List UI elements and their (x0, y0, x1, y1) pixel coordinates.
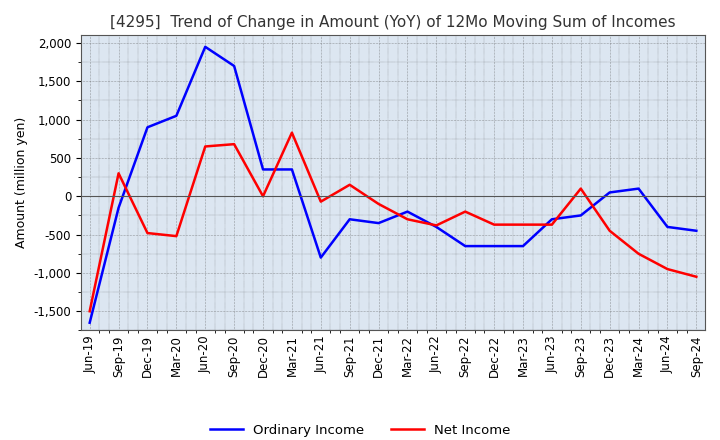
Net Income (461, 209, 469, 214)
Ordinary Income (432, 224, 441, 230)
Net Income (346, 182, 354, 187)
Ordinary Income (230, 63, 238, 69)
Net Income (287, 130, 296, 136)
Line: Net Income: Net Income (90, 133, 696, 311)
Ordinary Income (490, 243, 498, 249)
Net Income (606, 228, 614, 233)
Ordinary Income (287, 167, 296, 172)
Net Income (114, 171, 123, 176)
Net Income (692, 274, 701, 279)
Net Income (403, 216, 412, 222)
Ordinary Income (374, 220, 383, 226)
Ordinary Income (518, 243, 527, 249)
Legend: Ordinary Income, Net Income: Ordinary Income, Net Income (204, 418, 516, 440)
Net Income (548, 222, 557, 227)
Line: Ordinary Income: Ordinary Income (90, 47, 696, 323)
Ordinary Income (143, 125, 152, 130)
Title: [4295]  Trend of Change in Amount (YoY) of 12Mo Moving Sum of Incomes: [4295] Trend of Change in Amount (YoY) o… (110, 15, 676, 30)
Ordinary Income (577, 213, 585, 218)
Net Income (634, 251, 643, 257)
Net Income (143, 231, 152, 236)
Ordinary Income (172, 113, 181, 118)
Ordinary Income (201, 44, 210, 49)
Ordinary Income (548, 216, 557, 222)
Ordinary Income (634, 186, 643, 191)
Ordinary Income (346, 216, 354, 222)
Ordinary Income (317, 255, 325, 260)
Net Income (663, 267, 672, 272)
Ordinary Income (663, 224, 672, 230)
Net Income (86, 308, 94, 314)
Ordinary Income (86, 320, 94, 325)
Net Income (577, 186, 585, 191)
Net Income (317, 199, 325, 204)
Ordinary Income (114, 205, 123, 210)
Net Income (172, 234, 181, 239)
Ordinary Income (258, 167, 267, 172)
Net Income (432, 223, 441, 228)
Y-axis label: Amount (million yen): Amount (million yen) (15, 117, 28, 249)
Net Income (374, 202, 383, 207)
Net Income (258, 194, 267, 199)
Net Income (201, 144, 210, 149)
Net Income (518, 222, 527, 227)
Ordinary Income (461, 243, 469, 249)
Net Income (490, 222, 498, 227)
Ordinary Income (403, 209, 412, 214)
Ordinary Income (606, 190, 614, 195)
Ordinary Income (692, 228, 701, 233)
Net Income (230, 142, 238, 147)
